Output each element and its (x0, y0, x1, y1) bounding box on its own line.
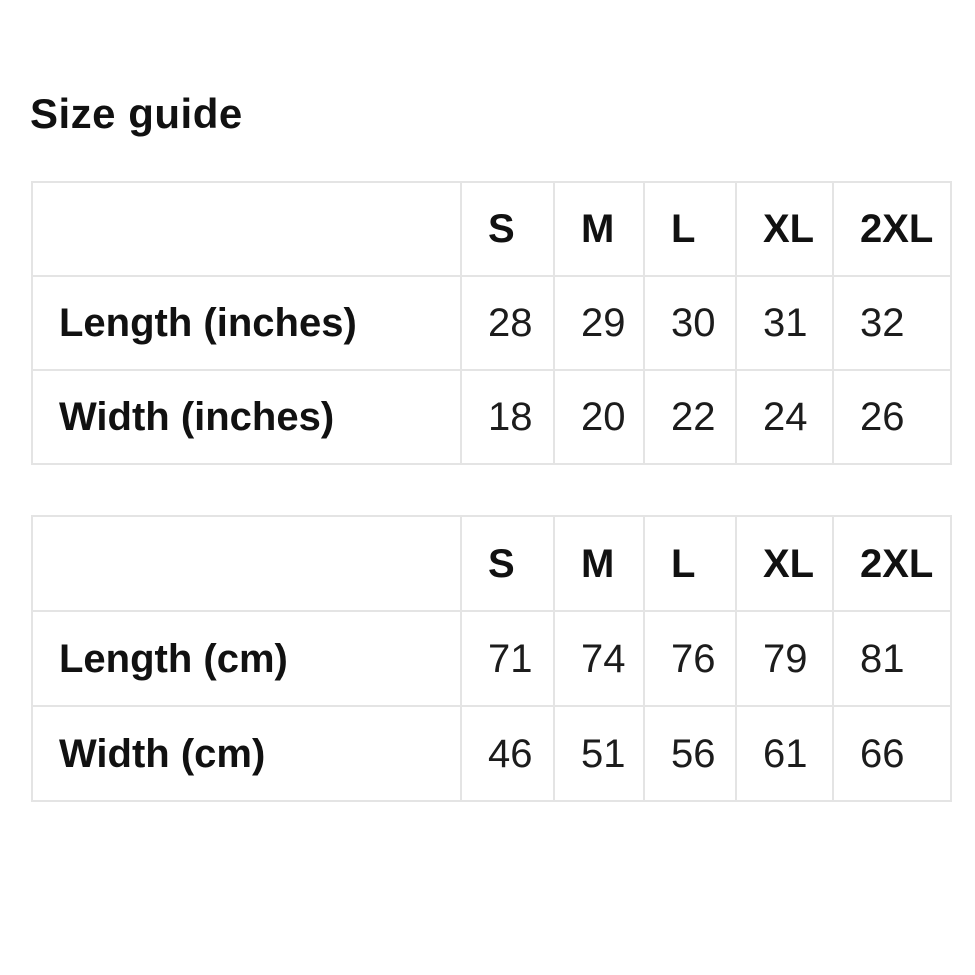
size-column-header: S (460, 515, 555, 612)
size-value-cell: 18 (460, 369, 555, 465)
measurement-row-label: Width (inches) (31, 369, 462, 465)
size-column-header: M (553, 515, 645, 612)
measurement-row: Width (cm) 46 51 56 61 66 (31, 705, 952, 802)
size-column-header: 2XL (832, 515, 952, 612)
measurement-row: Length (cm) 71 74 76 79 81 (31, 610, 952, 707)
size-value-cell: 56 (643, 705, 737, 802)
size-value-cell: 30 (643, 275, 737, 371)
size-column-header: XL (735, 181, 834, 277)
size-value-cell: 32 (832, 275, 952, 371)
size-value-cell: 71 (460, 610, 555, 707)
size-value-cell: 51 (553, 705, 645, 802)
size-column-header: 2XL (832, 181, 952, 277)
corner-cell (31, 181, 462, 277)
size-column-header: L (643, 515, 737, 612)
measurement-row-label: Length (cm) (31, 610, 462, 707)
size-value-cell: 31 (735, 275, 834, 371)
size-column-header: S (460, 181, 555, 277)
measurement-row-label: Width (cm) (31, 705, 462, 802)
size-value-cell: 66 (832, 705, 952, 802)
size-value-cell: 46 (460, 705, 555, 802)
size-column-header: L (643, 181, 737, 277)
size-value-cell: 81 (832, 610, 952, 707)
corner-cell (31, 515, 462, 612)
size-column-header: M (553, 181, 645, 277)
size-value-cell: 74 (553, 610, 645, 707)
size-value-cell: 20 (553, 369, 645, 465)
size-value-cell: 26 (832, 369, 952, 465)
page-title: Size guide (30, 90, 243, 137)
size-value-cell: 76 (643, 610, 737, 707)
size-header-row: S M L XL 2XL (31, 515, 952, 612)
size-header-row: S M L XL 2XL (31, 181, 952, 277)
measurement-row: Length (inches) 28 29 30 31 32 (31, 275, 952, 371)
size-value-cell: 24 (735, 369, 834, 465)
size-value-cell: 28 (460, 275, 555, 371)
size-value-cell: 22 (643, 369, 737, 465)
measurement-row: Width (inches) 18 20 22 24 26 (31, 369, 952, 465)
size-value-cell: 29 (553, 275, 645, 371)
size-table-inches: S M L XL 2XL Length (inches) 28 29 30 31 32 Width (… (31, 181, 952, 465)
size-column-header: XL (735, 515, 834, 612)
size-value-cell: 79 (735, 610, 834, 707)
size-value-cell: 61 (735, 705, 834, 802)
size-table-cm: S M L XL 2XL Length (cm) 71 74 76 79 81 Width (cm) 4… (31, 515, 952, 802)
measurement-row-label: Length (inches) (31, 275, 462, 371)
